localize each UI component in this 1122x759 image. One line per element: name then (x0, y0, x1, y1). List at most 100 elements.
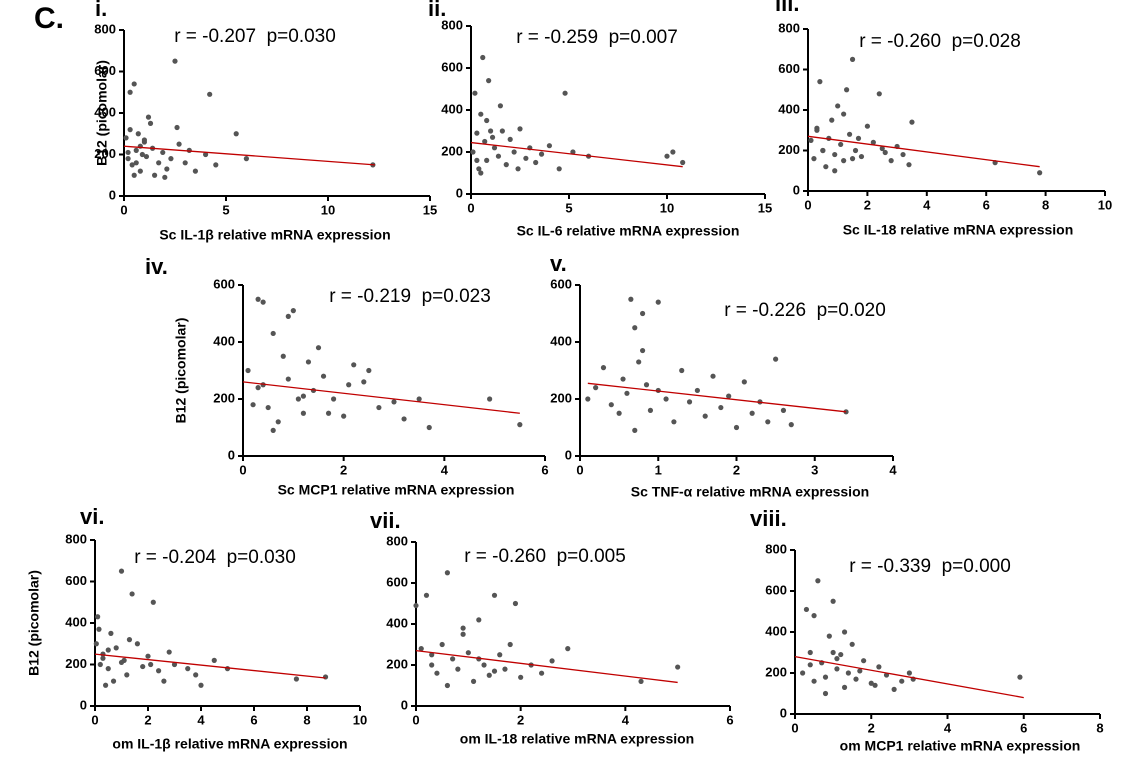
y-tick-label: 200 (386, 656, 408, 671)
x-tick-label: 1 (655, 462, 662, 477)
point (499, 128, 505, 134)
x-tick-label: 10 (353, 712, 367, 727)
point (556, 166, 562, 172)
point (423, 592, 430, 598)
point (145, 114, 152, 120)
panel-label: vii. (370, 508, 401, 533)
x-axis-label: Sc TNF-α relative mRNA expression (631, 484, 869, 500)
point (198, 682, 204, 688)
y-tick-label: 800 (441, 17, 463, 32)
point (413, 602, 419, 609)
point (832, 168, 838, 174)
point (814, 125, 820, 131)
y-tick-label: 400 (550, 333, 572, 348)
point (113, 645, 119, 651)
point (478, 111, 484, 117)
point (900, 151, 906, 158)
fit-line (587, 382, 847, 413)
point (497, 103, 503, 109)
point (455, 666, 461, 672)
point (843, 409, 849, 415)
point (638, 678, 644, 685)
point (834, 656, 840, 662)
point (160, 149, 166, 156)
point (125, 156, 131, 162)
point (780, 407, 787, 413)
panel-label: vi. (80, 504, 104, 529)
y-tick-label: 200 (778, 142, 800, 157)
point (502, 666, 508, 672)
point (103, 682, 109, 688)
point (680, 159, 686, 166)
point (539, 670, 545, 676)
point (474, 157, 480, 163)
point (773, 356, 779, 362)
x-tick-label: 6 (726, 712, 733, 727)
x-tick-label: 5 (565, 200, 572, 215)
x-tick-label: 2 (733, 462, 740, 477)
point (570, 149, 576, 155)
point (518, 674, 524, 680)
point (517, 422, 523, 428)
point (507, 641, 513, 648)
y-tick-label: 0 (780, 705, 787, 720)
point (127, 89, 133, 95)
point (108, 630, 114, 636)
point (401, 416, 407, 422)
x-axis-label: Sc IL-6 relative mRNA expression (517, 223, 740, 239)
point (460, 631, 466, 637)
point (484, 117, 490, 124)
point (549, 658, 555, 664)
point (444, 682, 450, 689)
y-tick-label: 600 (213, 276, 235, 291)
point (207, 91, 213, 97)
point (710, 373, 716, 379)
y-tick-label: 600 (65, 573, 87, 588)
y-tick-label: 600 (94, 63, 116, 78)
point (788, 422, 794, 428)
point (460, 625, 466, 631)
point (472, 90, 478, 96)
point (126, 637, 133, 643)
point (156, 668, 162, 674)
point (391, 399, 397, 405)
point (176, 141, 182, 147)
point (882, 149, 888, 156)
point (820, 147, 826, 154)
x-tick-label: 0 (412, 712, 419, 727)
point (285, 313, 291, 319)
fit-line (123, 145, 375, 166)
point (807, 662, 813, 668)
point (733, 424, 740, 431)
y-tick-label: 800 (386, 533, 408, 548)
panel-label: iv. (145, 254, 168, 279)
point (830, 598, 836, 604)
y-axis-label: B12 (picomolar) (26, 570, 42, 676)
point (174, 124, 180, 131)
y-tick-label: 800 (65, 531, 87, 546)
panel-label: iii. (775, 0, 799, 16)
x-tick-label: 2 (144, 712, 151, 727)
point (803, 606, 810, 613)
x-tick-label: 5 (222, 202, 229, 217)
point (832, 151, 838, 158)
point (868, 680, 874, 686)
point (849, 641, 855, 647)
point (664, 153, 670, 159)
annotation: r = -0.339 p=0.000 (849, 556, 1011, 577)
y-tick-label: 200 (441, 143, 463, 158)
y-tick-label: 800 (778, 20, 800, 35)
point (95, 614, 101, 620)
y-tick-label: 800 (94, 21, 116, 36)
x-tick-label: 2 (864, 197, 871, 212)
point (123, 135, 129, 141)
x-tick-label: 3 (811, 462, 818, 477)
point (503, 162, 509, 168)
point (811, 156, 817, 162)
y-tick-label: 400 (778, 101, 800, 116)
point (480, 54, 486, 61)
point (147, 120, 154, 126)
x-tick-label: 4 (889, 462, 897, 477)
x-tick-label: 6 (983, 197, 990, 212)
point (474, 130, 480, 136)
